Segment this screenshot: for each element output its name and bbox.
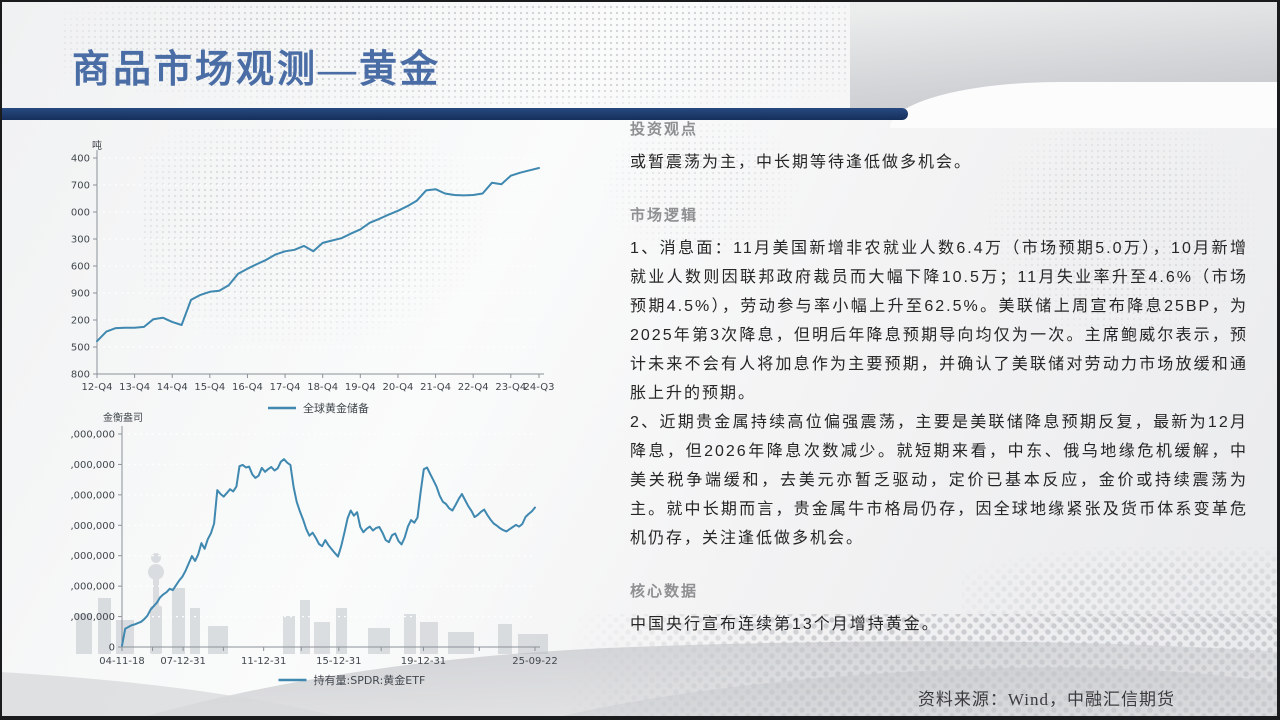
section-heading-market-logic: 市场逻辑 <box>630 207 699 224</box>
svg-text:15-Q4: 15-Q4 <box>194 382 225 393</box>
svg-text:42,000,000: 42,000,000 <box>70 460 115 471</box>
svg-text:全球黄金储备: 全球黄金储备 <box>303 401 369 415</box>
svg-text:14-Q4: 14-Q4 <box>157 382 188 393</box>
svg-text:33,600: 33,600 <box>70 262 90 273</box>
svg-text:32,200: 32,200 <box>70 316 90 327</box>
title-underline-bar <box>2 108 908 120</box>
core-data-text: 中国央行宣布连续第13个月增持黄金。 <box>630 616 940 633</box>
svg-text:28,000,000: 28,000,000 <box>70 521 115 532</box>
svg-text:21,000,000: 21,000,000 <box>70 551 115 562</box>
svg-text:17-Q4: 17-Q4 <box>270 382 301 393</box>
svg-text:22-Q4: 22-Q4 <box>458 382 489 393</box>
svg-text:11-12-31: 11-12-31 <box>241 656 286 667</box>
svg-text:19-Q4: 19-Q4 <box>345 382 376 393</box>
svg-text:07-12-31: 07-12-31 <box>160 656 205 667</box>
source-note: 资料来源：Wind，中融汇信期货 <box>917 690 1175 709</box>
section-market-logic: 市场逻辑 1、消息面：11月美国新增非农就业人数6.4万（市场预期5.0万），1… <box>630 204 1248 553</box>
global-gold-reserves-chart: 30,800 31,500 32,200 32,900 33,600 34,300 35,0… <box>55 135 582 435</box>
svg-text:36,400: 36,400 <box>70 154 90 165</box>
analysis-panel: 投资观点 或暂震荡为主，中长期等待逢低做多机会。 市场逻辑 1、消息面：11月美… <box>630 118 1248 639</box>
spdr-gold-etf-holdings-chart: 0 7,000,000 14,000,000 21,000,000 28,000,000… <box>58 407 582 707</box>
svg-text:14,000,000: 14,000,000 <box>70 582 115 593</box>
svg-text:吨: 吨 <box>92 139 102 152</box>
market-logic-paragraph-2: 2、近期贵金属持续高位偏强震荡，主要是美联储降息预期反复，最新为12月降息，但2… <box>630 414 1248 547</box>
svg-text:35,000: 35,000 <box>70 208 90 219</box>
section-core-data: 核心数据 中国央行宣布连续第13个月增持黄金。 <box>630 580 1248 639</box>
section-heading-core-data: 核心数据 <box>630 583 699 600</box>
svg-text:13-Q4: 13-Q4 <box>119 382 150 393</box>
svg-text:23-Q4: 23-Q4 <box>495 382 526 393</box>
svg-text:35,700: 35,700 <box>70 181 90 192</box>
svg-text:金衡盎司: 金衡盎司 <box>103 411 143 424</box>
svg-text:30,800: 30,800 <box>70 370 90 381</box>
svg-text:20-Q4: 20-Q4 <box>382 382 413 393</box>
svg-text:18-Q4: 18-Q4 <box>307 382 338 393</box>
svg-text:24-Q3: 24-Q3 <box>524 382 555 393</box>
svg-text:25-09-22: 25-09-22 <box>512 656 557 667</box>
svg-text:32,900: 32,900 <box>70 289 90 300</box>
svg-text:12-Q4: 12-Q4 <box>82 382 113 393</box>
market-logic-paragraph-1: 1、消息面：11月美国新增非农就业人数6.4万（市场预期5.0万），10月新增就… <box>630 240 1248 402</box>
svg-text:7,000,000: 7,000,000 <box>70 612 115 623</box>
investment-view-text: 或暂震荡为主，中长期等待逢低做多机会。 <box>630 154 973 171</box>
svg-text:31,500: 31,500 <box>70 343 90 354</box>
svg-text:0: 0 <box>109 643 115 654</box>
svg-text:49,000,000: 49,000,000 <box>70 430 115 441</box>
slide-title: 商品市场观测—黄金 <box>72 49 442 91</box>
svg-text:16-Q4: 16-Q4 <box>232 382 263 393</box>
svg-text:15-12-31: 15-12-31 <box>316 656 361 667</box>
svg-text:34,300: 34,300 <box>70 235 90 246</box>
svg-text:35,000,000: 35,000,000 <box>70 490 115 501</box>
svg-text:04-11-18: 04-11-18 <box>99 656 144 667</box>
svg-text:持有量:SPDR:黄金ETF: 持有量:SPDR:黄金ETF <box>314 673 426 687</box>
svg-text:19-12-31: 19-12-31 <box>401 656 446 667</box>
svg-text:21-Q4: 21-Q4 <box>420 382 451 393</box>
